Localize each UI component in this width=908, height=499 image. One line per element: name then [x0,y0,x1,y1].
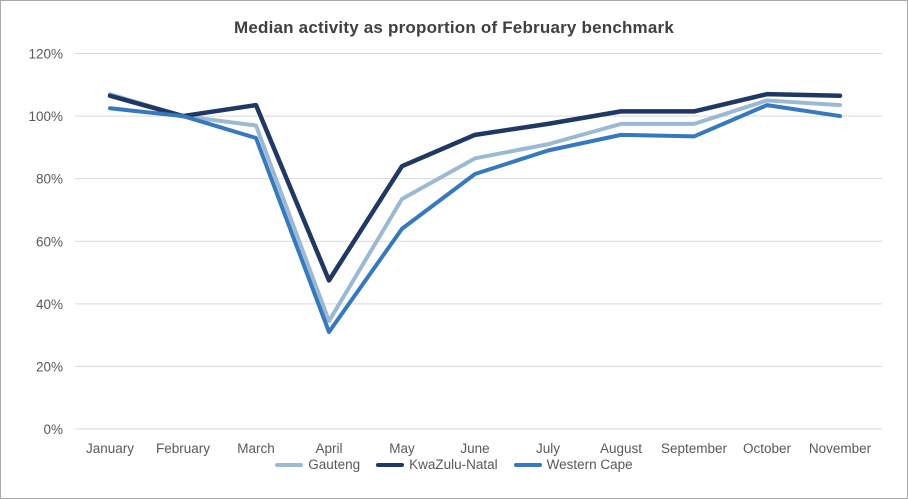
x-axis-tick-label: March [237,441,275,456]
chart-title: Median activity as proportion of Februar… [233,18,674,37]
y-axis-tick-label: 100% [28,109,63,124]
x-axis-tick-label: June [460,441,489,456]
y-axis-tick-label: 0% [43,422,63,437]
series-line-kwazulu-natal [107,91,843,283]
legend-line-marker-icon [275,462,304,467]
chart-legend: Gauteng KwaZulu-Natal Western Cape [1,457,907,472]
legend-label: KwaZulu-Natal [409,457,498,472]
x-axis-tick-label: May [389,441,415,456]
legend-line-marker-icon [376,462,405,467]
legend-label: Western Cape [546,457,633,472]
legend-item-gauteng: Gauteng [275,457,360,472]
legend-line-marker-icon [513,462,542,467]
x-axis-tick-label: October [743,441,792,456]
series-line-gauteng [108,92,842,324]
y-axis-tick-label: 20% [36,359,63,374]
series-line-western-cape [108,103,842,334]
legend-label: Gauteng [308,457,361,472]
legend-item-western-cape: Western Cape [513,457,633,472]
y-axis-tick-label: 120% [28,47,63,62]
x-axis-tick-label: August [600,441,642,456]
x-axis-tick-label: July [536,441,560,456]
x-axis-tick-label: February [156,441,210,456]
x-axis-tick-label: January [86,441,134,456]
y-axis-tick-label: 60% [36,234,63,249]
legend-item-kwazulu-natal: KwaZulu-Natal [376,457,498,472]
x-axis-tick-label: April [315,441,342,456]
x-axis-tick-label: September [661,441,728,456]
y-axis-tick-label: 40% [36,297,63,312]
y-axis-tick-label: 80% [36,172,63,187]
x-axis-tick-label: November [809,441,872,456]
